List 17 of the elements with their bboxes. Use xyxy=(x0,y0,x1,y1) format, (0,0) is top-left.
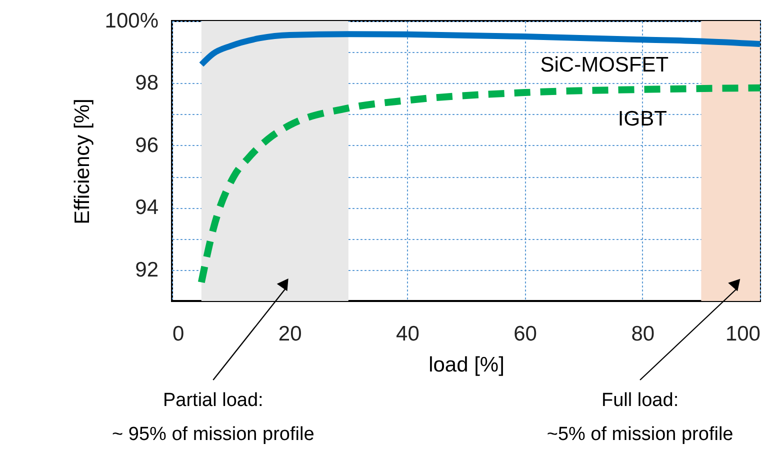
x-tick-label: 100 xyxy=(725,322,760,346)
y-tick-label: 96 xyxy=(135,134,158,157)
band-label: Full load: ~5% of mission profile xyxy=(546,390,734,445)
x-tick-label: 60 xyxy=(514,322,537,346)
x-tick-label: 0 xyxy=(172,322,184,346)
y-tick-label: 94 xyxy=(135,196,159,220)
x-tick-label: 80 xyxy=(631,322,655,346)
y-tick-label: 98 xyxy=(135,72,158,95)
x-tick-label: 20 xyxy=(278,322,302,346)
x-axis-title: load [%] xyxy=(428,354,504,376)
x-tick-label: 40 xyxy=(396,322,420,346)
series-label: IGBT xyxy=(618,107,668,130)
y-tick-label: 100% xyxy=(104,10,158,32)
series-label: SiC-MOSFET xyxy=(540,54,669,77)
band-label: Partial load: ~ 95% of mission profile xyxy=(112,390,314,445)
y-axis-title: Efficiency [%] xyxy=(70,98,94,224)
y-tick-label: 92 xyxy=(135,258,158,282)
